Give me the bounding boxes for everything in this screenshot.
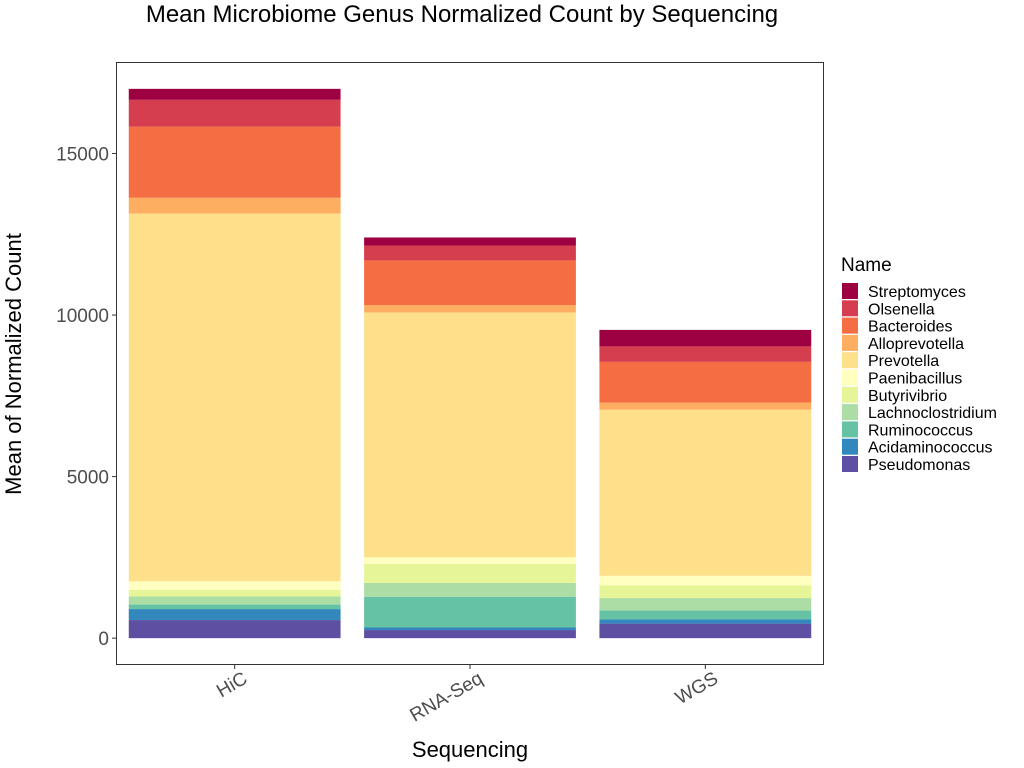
legend-swatch-olsenella: [842, 300, 858, 317]
bar-segment-hic-olsenella: [128, 99, 341, 127]
legend-title: Name: [841, 255, 892, 276]
bar-segment-rna-seq-prevotella: [364, 312, 576, 558]
bar-segment-wgs-butyrivibrio: [599, 585, 812, 599]
legend-swatch-paenibacillus: [842, 369, 858, 386]
bar-segment-wgs-prevotella: [599, 409, 812, 576]
bar-segment-rna-seq-butyrivibrio: [364, 563, 576, 583]
legend-label-alloprevotella: Alloprevotella: [868, 336, 964, 353]
legend-swatch-alloprevotella: [842, 334, 858, 351]
legend-label-olsenella: Olsenella: [868, 301, 935, 318]
bar-segment-hic-paenibacillus: [128, 581, 341, 590]
bar-segment-hic-lachnoclostridium: [128, 596, 341, 605]
bar-segment-hic-pseudomonas: [128, 620, 341, 639]
legend-swatch-streptomyces: [842, 283, 858, 299]
legend-swatch-bacteroides: [842, 317, 858, 334]
bar-segment-wgs-pseudomonas: [599, 623, 812, 639]
legend-label-bacteroides: Bacteroides: [868, 319, 953, 336]
bar-segment-hic-prevotella: [128, 213, 341, 582]
bar-segment-rna-seq-alloprevotella: [364, 305, 576, 313]
x-axis: HiC RNA-Seq WGS: [213, 664, 722, 726]
x-tick-label-wgs: WGS: [672, 668, 722, 709]
legend-label-lachnoclostridium: Lachnoclostridium: [868, 405, 997, 422]
bar-segment-rna-seq-streptomyces: [364, 237, 576, 246]
legend-label-pseudomonas: Pseudomonas: [868, 457, 970, 474]
legend-label-ruminococcus: Ruminococcus: [868, 422, 973, 439]
legend-swatch-pseudomonas: [842, 456, 858, 472]
y-tick-label: 0: [98, 629, 109, 650]
legend-label-prevotella: Prevotella: [868, 353, 939, 370]
y-tick-label: 15000: [56, 144, 109, 165]
x-tick-label-rna-seq: RNA-Seq: [407, 668, 487, 726]
bar-segment-wgs-lachnoclostridium: [599, 598, 812, 611]
legend-swatch-prevotella: [842, 352, 858, 369]
legend-label-butyrivibrio: Butyrivibrio: [868, 388, 947, 405]
bar-segment-wgs-acidaminococcus: [599, 619, 812, 624]
legend-swatch-acidaminococcus: [842, 438, 858, 455]
y-axis-title: Mean of Normalized Count: [1, 233, 26, 495]
bar-segment-wgs-bacteroides: [599, 361, 812, 403]
legend-swatch-ruminococcus: [842, 421, 858, 438]
bar-segment-hic-bacteroides: [128, 126, 341, 198]
legend-swatch-lachnoclostridium: [842, 404, 858, 421]
bar-segment-wgs-paenibacillus: [599, 575, 812, 586]
legend-label-paenibacillus: Paenibacillus: [868, 371, 962, 388]
x-tick-label-hic: HiC: [213, 668, 251, 702]
legend: StreptomycesOlsenellaBacteroidesAlloprev…: [842, 283, 997, 474]
bar-segment-hic-butyrivibrio: [128, 590, 341, 597]
y-tick-label: 5000: [67, 468, 109, 489]
bar-segment-wgs-alloprevotella: [599, 402, 812, 410]
y-tick-label: 10000: [56, 306, 109, 327]
bar-segment-rna-seq-bacteroides: [364, 260, 576, 306]
x-axis-title: Sequencing: [412, 737, 528, 762]
bar-segment-rna-seq-olsenella: [364, 245, 576, 261]
bar-segment-hic-streptomyces: [128, 88, 341, 100]
legend-label-acidaminococcus: Acidaminococcus: [868, 440, 993, 457]
bar-segment-rna-seq-paenibacillus: [364, 557, 576, 564]
bar-segment-wgs-streptomyces: [599, 329, 812, 347]
bar-segment-rna-seq-ruminococcus: [364, 596, 576, 628]
bar-segment-hic-alloprevotella: [128, 197, 341, 214]
bars-layer: [128, 88, 812, 639]
bar-segment-rna-seq-lachnoclostridium: [364, 582, 576, 597]
legend-label-streptomyces: Streptomyces: [868, 284, 966, 301]
bar-segment-hic-acidaminococcus: [128, 609, 341, 621]
bar-segment-rna-seq-pseudomonas: [364, 630, 576, 639]
legend-swatch-butyrivibrio: [842, 386, 858, 403]
chart-title: Mean Microbiome Genus Normalized Count b…: [146, 1, 778, 28]
y-axis: 0 5000 10000 15000: [56, 144, 117, 650]
bar-segment-hic-ruminococcus: [128, 604, 341, 610]
bar-segment-wgs-olsenella: [599, 346, 812, 362]
bar-segment-rna-seq-acidaminococcus: [364, 627, 576, 631]
bar-segment-wgs-ruminococcus: [599, 610, 812, 620]
